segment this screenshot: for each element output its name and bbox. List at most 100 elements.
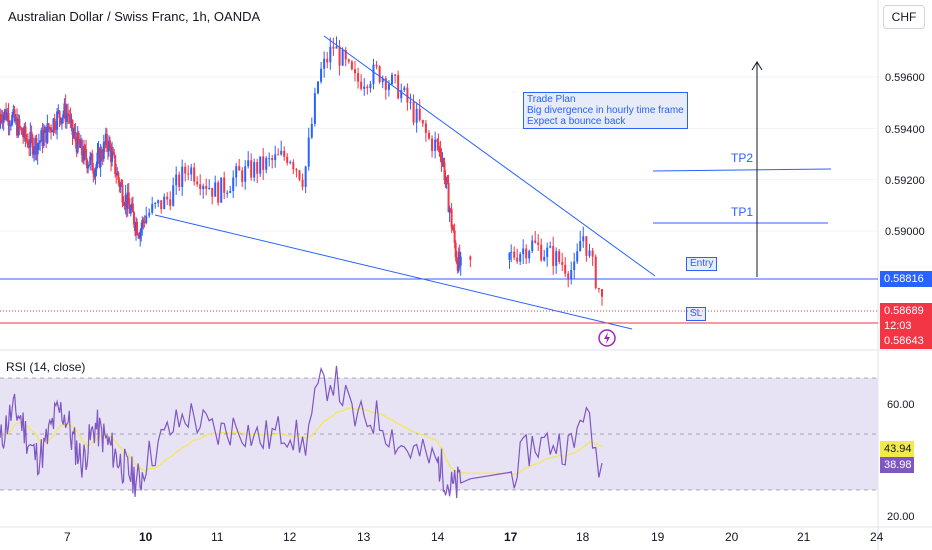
candle-body (74, 131, 77, 142)
candle-body (160, 200, 163, 210)
candle-body (166, 196, 169, 200)
time-axis-label: 10 (139, 530, 153, 544)
candle-body (131, 203, 134, 213)
candle-body (454, 242, 457, 258)
candle-body (400, 90, 403, 99)
candle-body (120, 184, 123, 186)
candle-body (421, 119, 424, 124)
upper-trendline (323, 35, 656, 277)
candle-body (113, 152, 116, 156)
candle-body (357, 73, 360, 82)
candle-body (9, 124, 12, 126)
candle-body (442, 160, 445, 163)
candle-body (573, 261, 576, 271)
candle-body (94, 169, 97, 178)
candle-body (11, 114, 14, 125)
candle-body (537, 242, 540, 245)
candle-body (459, 256, 462, 266)
time-axis-label: 24 (870, 530, 884, 544)
candle-body (238, 166, 241, 171)
candle-body (60, 117, 63, 124)
candle-body (510, 251, 513, 253)
candle-body (241, 170, 244, 182)
candle-body (103, 142, 106, 145)
candle-body (145, 215, 148, 224)
candle-body (0, 114, 1, 129)
candle-body (443, 162, 446, 181)
candle-body (184, 166, 187, 174)
candle-body (434, 139, 437, 151)
candle-body (126, 192, 129, 209)
candle-body (105, 133, 108, 147)
candle-body (448, 208, 451, 213)
candle-body (23, 126, 26, 138)
candle-body (123, 204, 126, 206)
time-axis-label: 12 (283, 530, 297, 544)
candle-body (585, 236, 588, 256)
candle-body (62, 114, 65, 118)
candle-body (125, 194, 128, 209)
candle-body (455, 257, 458, 263)
candle-body (67, 113, 70, 115)
rsi-ma-badge: 43.94 (880, 441, 914, 457)
candle-body (2, 115, 5, 123)
candle-body (45, 127, 48, 143)
candle-body (329, 46, 332, 63)
candle-body (516, 257, 519, 262)
candle-body (211, 187, 214, 197)
candle-body (14, 117, 17, 122)
candle-body (456, 262, 459, 271)
candle-body (298, 170, 301, 180)
candle-body (453, 230, 456, 243)
candle-body (412, 101, 415, 123)
candle-body (97, 149, 100, 153)
price-tick: 0.59600 (885, 72, 925, 84)
time-axis-label: 19 (651, 530, 665, 544)
candle-body (111, 151, 114, 162)
rsi-tick: 20.00 (887, 511, 915, 523)
candle-body (33, 150, 36, 155)
currency-button[interactable]: CHF (883, 5, 925, 29)
candle-body (80, 139, 83, 156)
candle-body (450, 209, 453, 228)
candle-body (118, 179, 121, 188)
rsi-title: RSI (14, close) (6, 360, 86, 374)
candle-body (436, 139, 439, 142)
candle-body (375, 64, 378, 67)
candle-body (50, 127, 53, 132)
candle-body (372, 64, 375, 85)
candle-body (109, 140, 111, 148)
candle-body (256, 162, 259, 174)
candle-body (24, 126, 27, 139)
candle-body (591, 250, 594, 257)
candle-body (143, 221, 146, 224)
candle-body (16, 117, 19, 136)
candle-body (513, 251, 516, 258)
candle-body (208, 187, 211, 189)
candle-body (137, 234, 140, 236)
candle-body (139, 232, 142, 239)
candle-body (13, 109, 16, 122)
candle-body (48, 127, 51, 130)
candle-body (178, 174, 181, 188)
candle-body (360, 81, 363, 89)
candle-body (116, 172, 119, 176)
candle-body (452, 229, 455, 231)
candle-body (307, 137, 310, 167)
candle-body (82, 146, 85, 161)
candle-body (579, 241, 582, 252)
candle-body (135, 222, 138, 231)
candles (0, 36, 603, 306)
candle-body (157, 200, 160, 204)
candle-body (85, 148, 88, 160)
trade-plan-note[interactable]: Trade Plan Big divergence in hourly time… (523, 92, 688, 129)
candle-body (558, 251, 561, 262)
candle-body (172, 185, 175, 206)
candle-body (268, 158, 271, 160)
candle-body (301, 179, 304, 187)
candle-body (30, 131, 33, 138)
candle-body (508, 252, 511, 260)
candle-body (418, 108, 421, 120)
candle-body (196, 181, 199, 185)
